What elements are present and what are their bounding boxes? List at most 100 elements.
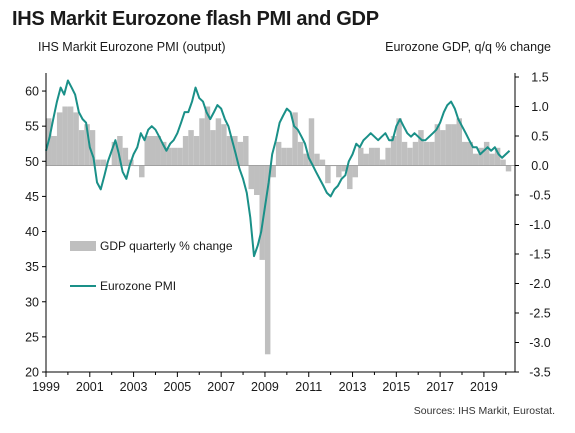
gdp-bar xyxy=(352,165,359,178)
right-axis-label: Eurozone GDP, q/q % change xyxy=(385,40,551,54)
gdp-bar xyxy=(451,124,457,166)
gdp-bar xyxy=(199,118,205,166)
gdp-bar xyxy=(374,147,380,166)
gdp-bar xyxy=(78,130,85,166)
gdp-bar xyxy=(160,141,167,166)
gdp-bar xyxy=(363,153,369,166)
gdp-bar xyxy=(67,106,74,166)
right-tick-label: -3.0 xyxy=(529,336,551,350)
gdp-bar xyxy=(270,165,276,178)
right-tick-label: -1.5 xyxy=(529,248,551,262)
gdp-bar xyxy=(500,159,506,166)
gdp-bar xyxy=(505,165,512,172)
gdp-bar xyxy=(472,153,479,166)
left-tick-label: 25 xyxy=(25,330,39,344)
gdp-bar xyxy=(215,118,222,166)
gdp-bar xyxy=(100,159,107,166)
x-tick-label: 2019 xyxy=(470,380,498,394)
gdp-bar xyxy=(418,130,424,166)
legend-gdp-swatch xyxy=(70,241,96,251)
left-tick-label: 20 xyxy=(25,366,39,380)
right-tick-label: -2.0 xyxy=(529,277,551,291)
right-tick-label: -2.5 xyxy=(529,307,551,321)
pmi-line xyxy=(45,79,511,258)
gdp-bar xyxy=(314,153,320,166)
gdp-bar xyxy=(385,147,391,166)
gdp-bar xyxy=(297,141,304,166)
left-tick-label: 30 xyxy=(25,295,39,309)
gdp-bar xyxy=(434,124,441,166)
chart-axes: 20 25 30 35 40 45 50 55 60 -3.5 -3.0 -2.5 -2.0 -1.5 -1… xyxy=(25,71,551,395)
gdp-bar xyxy=(62,106,68,166)
gdp-bar xyxy=(347,165,353,190)
gdp-bar xyxy=(341,165,348,172)
x-tick-label: 2005 xyxy=(163,380,191,394)
right-tick-label: -1.0 xyxy=(529,218,551,232)
gdp-bar xyxy=(494,147,501,166)
gdp-bar xyxy=(401,141,408,166)
gdp-bar xyxy=(177,147,183,166)
gdp-bar xyxy=(390,136,397,166)
gdp-bar xyxy=(221,124,227,166)
gdp-bar xyxy=(489,153,495,166)
gdp-bar xyxy=(188,130,194,166)
gdp-bar xyxy=(171,147,178,166)
x-tick-label: 2009 xyxy=(251,380,279,394)
gdp-bar xyxy=(456,118,463,166)
source-note: Sources: IHS Markit, Eurostat. xyxy=(413,405,555,417)
gdp-bar xyxy=(368,147,375,166)
gdp-bar xyxy=(73,112,79,166)
x-tick-label: 1999 xyxy=(32,380,60,394)
gdp-bar xyxy=(259,165,265,260)
gdp-bar xyxy=(139,165,145,178)
left-tick-label: 55 xyxy=(25,120,39,134)
gdp-bar xyxy=(478,147,484,166)
gdp-bar xyxy=(423,141,430,166)
gdp-bar xyxy=(319,159,326,166)
x-tick-label: 2003 xyxy=(120,380,148,394)
gdp-bar xyxy=(440,130,446,166)
gdp-bar xyxy=(292,112,298,166)
gdp-bar xyxy=(308,118,315,166)
gdp-bar xyxy=(89,130,96,166)
gdp-bar xyxy=(412,141,419,166)
gdp-bar xyxy=(95,159,101,166)
left-tick-label: 35 xyxy=(25,260,39,274)
right-tick-label: 0.5 xyxy=(531,130,548,144)
gdp-bar xyxy=(182,136,189,166)
gdp-bar xyxy=(254,165,260,195)
left-tick-label: 40 xyxy=(25,225,39,239)
x-tick-label: 2017 xyxy=(426,380,454,394)
right-tick-label: 1.0 xyxy=(531,100,548,114)
gdp-bar xyxy=(286,147,293,166)
gdp-bar xyxy=(84,124,90,166)
gdp-bar xyxy=(204,106,211,166)
gdp-bar xyxy=(150,136,156,166)
gdp-bar xyxy=(336,165,342,178)
gdp-bar xyxy=(445,124,452,166)
x-tick-label: 2001 xyxy=(76,380,104,394)
gdp-bar xyxy=(467,141,473,166)
gdp-bar xyxy=(144,136,150,166)
gdp-bar xyxy=(243,136,249,166)
gdp-bar xyxy=(111,141,118,166)
gdp-bar xyxy=(166,147,172,166)
gdp-bar xyxy=(407,147,413,166)
gdp-bar xyxy=(264,165,271,355)
x-tick-label: 2015 xyxy=(382,380,410,394)
gdp-bar xyxy=(396,118,402,166)
gdp-bar xyxy=(248,165,254,190)
gdp-bar xyxy=(379,159,386,166)
gdp-bar xyxy=(56,112,63,166)
gdp-bar xyxy=(462,141,468,166)
x-tick-label: 2011 xyxy=(295,380,322,394)
gdp-bar xyxy=(117,136,123,166)
legend-gdp-label: GDP quarterly % change xyxy=(100,239,233,253)
gdp-bar xyxy=(210,130,216,166)
chart-title: IHS Markit Eurozone flash PMI and GDP xyxy=(12,8,379,30)
left-axis-label: IHS Markit Eurozone PMI (output) xyxy=(38,40,226,54)
left-tick-label: 60 xyxy=(25,85,39,99)
pmi-line-layer xyxy=(45,79,511,258)
chart-legend: GDP quarterly % change Eurozone PMI xyxy=(70,239,233,293)
